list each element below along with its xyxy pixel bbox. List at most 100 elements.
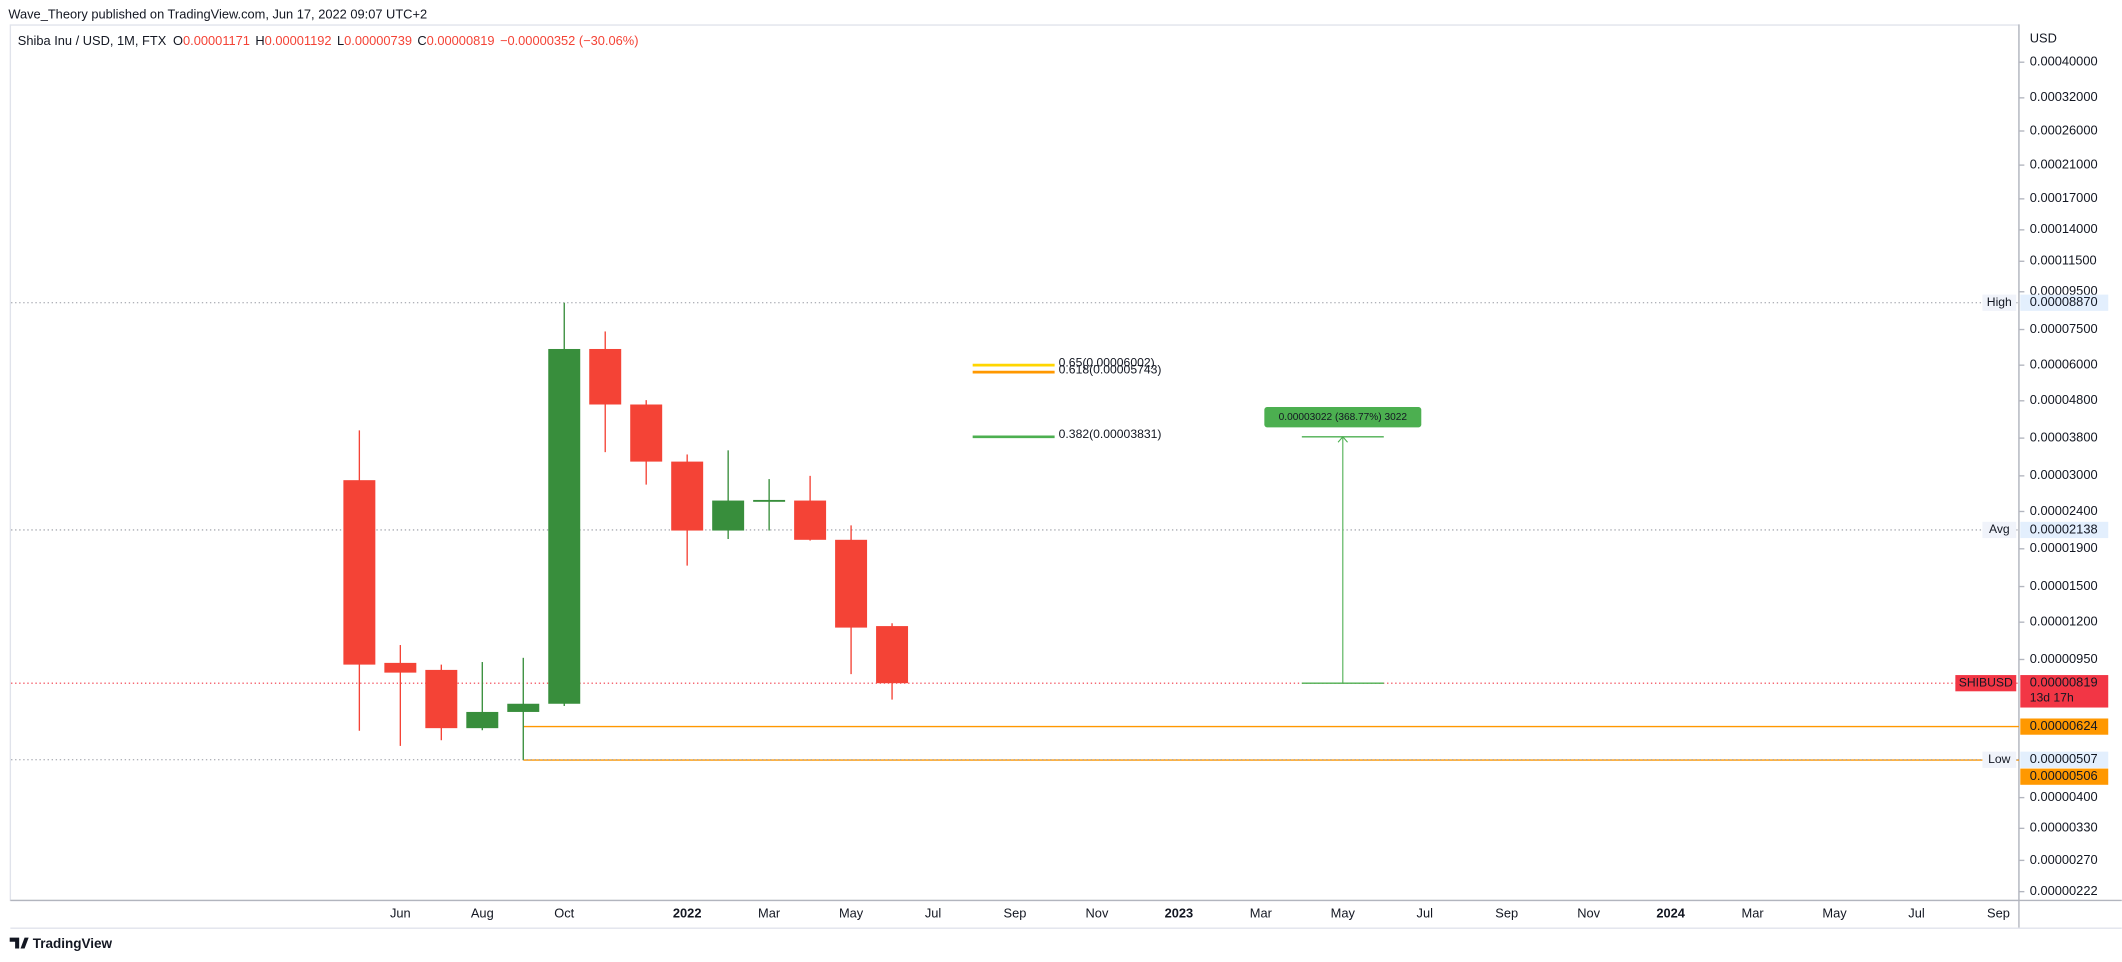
x-tick-label: Jul — [1908, 905, 1924, 920]
ohlc-value: 0.00001171 — [183, 33, 250, 48]
x-tick-label: Sep — [1987, 905, 2010, 920]
fib-label: 0.65(0.00006002) — [1059, 355, 1155, 369]
last-value: 0.00000819 — [2030, 675, 2098, 690]
last-value-box — [2020, 675, 2109, 708]
x-tick-label: May — [1822, 905, 1847, 920]
price-value: 0.00008870 — [2030, 294, 2098, 309]
level-box — [2020, 768, 2109, 785]
y-tick-label: 0.00000330 — [2030, 820, 2098, 835]
x-tick-label: Aug — [471, 905, 494, 920]
ohlc-label: H — [255, 33, 264, 48]
source-line: Wave_Theory published on TradingView.com… — [8, 6, 427, 21]
price-name: Avg — [1989, 522, 2010, 536]
candle-body — [548, 348, 581, 704]
y-tick-label: 0.00014000 — [2030, 221, 2098, 236]
header: Shiba Inu / USD, 1M, FTX O0.00001171 H0.00… — [18, 33, 639, 48]
price-name: Low — [1988, 752, 2011, 766]
price-name-box — [1982, 751, 2017, 768]
x-tick-label: Jul — [1417, 905, 1433, 920]
price-name-box — [1982, 294, 2017, 311]
candle-body — [876, 626, 909, 684]
y-tick-label: 0.00000270 — [2030, 852, 2098, 867]
level-value: 0.00000624 — [2030, 718, 2098, 733]
y-tick-label: 0.00032000 — [2030, 89, 2098, 104]
candle-body — [507, 703, 540, 712]
last-name-box — [1955, 675, 2017, 692]
candle-body — [425, 669, 458, 729]
y-tick-label: 0.00009500 — [2030, 283, 2098, 298]
last-name: SHIBUSD — [1959, 675, 2013, 689]
fib-label: 0.618(0.00005743) — [1059, 362, 1162, 376]
countdown: 13d 17h — [2030, 690, 2074, 704]
price-value-box — [2020, 521, 2109, 539]
candle-body — [835, 539, 868, 628]
y-tick-label: 0.00006000 — [2030, 357, 2098, 372]
price-name: High — [1987, 295, 2012, 309]
y-tick-label: 0.00003800 — [2030, 429, 2098, 444]
y-tick-label: 0.00000950 — [2030, 651, 2098, 666]
price-value: 0.00002138 — [2030, 521, 2098, 536]
ohlc-label: L — [337, 33, 344, 48]
x-tick-label: Mar — [1742, 905, 1765, 920]
y-tick-label: 0.00000400 — [2030, 789, 2098, 804]
candle-body — [712, 500, 745, 531]
y-tick-label: 0.00001500 — [2030, 578, 2098, 593]
x-tick-label: Sep — [1004, 905, 1027, 920]
ohlc-label: C — [417, 33, 426, 48]
price-value-box — [2020, 294, 2109, 311]
x-tick-label: Nov — [1577, 905, 1600, 920]
candle-body — [671, 461, 704, 531]
measure-arrowhead — [1337, 435, 1348, 443]
logo-icon — [9, 937, 29, 949]
x-tick-label: Jun — [390, 905, 411, 920]
candle-body — [343, 480, 376, 665]
y-tick-label: 0.00003000 — [2030, 467, 2098, 482]
candle-body — [466, 711, 499, 729]
y-tick-label: 0.00017000 — [2030, 190, 2098, 205]
candle-body — [384, 662, 417, 673]
y-tick-label: 0.00001200 — [2030, 614, 2098, 629]
y-tick-label: 0.00026000 — [2030, 122, 2098, 137]
x-tick-label: Jul — [925, 905, 941, 920]
candle-body — [794, 500, 827, 540]
ohlc-value: 0.00000819 — [427, 33, 495, 48]
y-tick-label: 0.00040000 — [2030, 54, 2098, 69]
x-tick-label: Mar — [1250, 905, 1273, 920]
y-unit: USD — [2030, 31, 2057, 46]
y-tick-label: 0.00007500 — [2030, 321, 2098, 336]
level-box — [2020, 718, 2109, 735]
ohlc-value: 0.00001192 — [265, 33, 332, 48]
x-tick-label: 2024 — [1656, 905, 1685, 920]
y-tick-label: 0.00000222 — [2030, 883, 2098, 898]
x-tick-label: Oct — [554, 905, 574, 920]
level-value: 0.00000506 — [2030, 768, 2098, 783]
x-tick-label: May — [839, 905, 864, 920]
x-tick-label: Nov — [1086, 905, 1109, 920]
logo-text: TradingView — [33, 936, 113, 951]
price-value-box — [2020, 751, 2109, 768]
y-tick-label: 0.00002400 — [2030, 503, 2098, 518]
y-tick-label: 0.00004800 — [2030, 392, 2098, 407]
x-tick-label: 2022 — [673, 905, 702, 920]
ohlc-label: O — [173, 33, 183, 48]
ohlc-value: 0.00000739 — [344, 33, 412, 48]
y-tick-label: 0.00001900 — [2030, 540, 2098, 555]
x-tick-label: May — [1331, 905, 1356, 920]
candle-body — [630, 404, 663, 462]
price-value: 0.00000507 — [2030, 751, 2098, 766]
y-tick-label: 0.00011500 — [2030, 253, 2097, 268]
x-tick-label: Mar — [758, 905, 781, 920]
header-title: Shiba Inu / USD, 1M, FTX — [18, 33, 167, 48]
measure-label: 0.00003022 (368.77%) 3022 — [1279, 412, 1408, 423]
candle-body — [589, 348, 622, 405]
x-tick-label: 2023 — [1165, 905, 1194, 920]
measure-box — [1264, 407, 1422, 428]
logo: TradingView — [9, 936, 113, 951]
x-tick-label: Sep — [1495, 905, 1518, 920]
change: −0.00000352 (−30.06%) — [500, 33, 639, 48]
price-name-box — [1982, 521, 2017, 539]
y-tick-label: 0.00021000 — [2030, 156, 2098, 171]
